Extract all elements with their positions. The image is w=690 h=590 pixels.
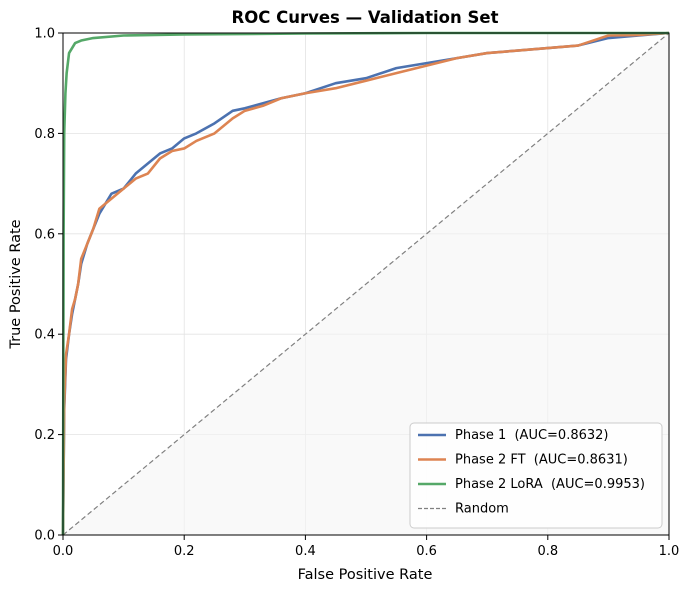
y-tick-label: 0.0 — [34, 529, 55, 544]
y-tick-label: 0.6 — [34, 227, 55, 242]
y-tick-label: 0.8 — [34, 127, 55, 142]
y-tick-label: 1.0 — [34, 27, 55, 42]
legend: Phase 1 (AUC=0.8632) Phase 2 FT (AUC=0.86… — [409, 422, 663, 529]
x-tick-label: 0.0 — [53, 544, 74, 559]
x-axis-ticks: 0.0 0.2 0.4 0.6 0.8 1.0 — [53, 535, 680, 559]
x-tick-label: 0.4 — [295, 544, 316, 559]
x-tick-label: 0.2 — [174, 544, 195, 559]
x-tick-label: 1.0 — [659, 544, 680, 559]
x-tick-label: 0.8 — [537, 544, 558, 559]
legend-label: Phase 2 FT (AUC=0.8631) — [455, 453, 628, 468]
series-line-2 — [61, 31, 670, 536]
x-tick-label: 0.6 — [416, 544, 437, 559]
plot-frame — [62, 32, 670, 536]
legend-box — [409, 422, 663, 529]
legend-label: Phase 2 LoRA (AUC=0.9953) — [455, 477, 645, 492]
legend-label: Phase 1 (AUC=0.8632) — [455, 428, 609, 443]
chart-title: ROC Curves — Validation Set — [232, 8, 499, 27]
legend-label: Random — [455, 502, 509, 517]
y-axis-label: True Positive Rate — [8, 219, 24, 349]
random-reference-line — [62, 32, 670, 536]
y-tick-label: 0.2 — [34, 428, 55, 443]
y-axis-ticks: 0.0 0.2 0.4 0.6 0.8 1.0 — [34, 27, 63, 544]
y-tick-label: 0.4 — [34, 328, 55, 343]
x-axis-label: False Positive Rate — [298, 567, 433, 583]
